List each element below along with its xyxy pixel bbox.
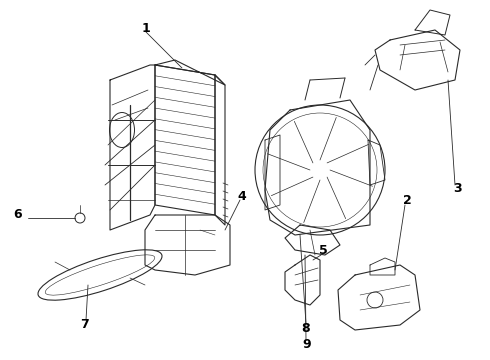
- Text: 9: 9: [303, 338, 311, 351]
- Text: 1: 1: [142, 22, 150, 35]
- Text: 7: 7: [79, 319, 88, 332]
- Text: 3: 3: [453, 181, 461, 194]
- Text: 8: 8: [302, 321, 310, 334]
- Text: 5: 5: [318, 244, 327, 257]
- Text: 4: 4: [238, 189, 246, 202]
- Text: 6: 6: [14, 208, 23, 221]
- Text: 2: 2: [403, 194, 412, 207]
